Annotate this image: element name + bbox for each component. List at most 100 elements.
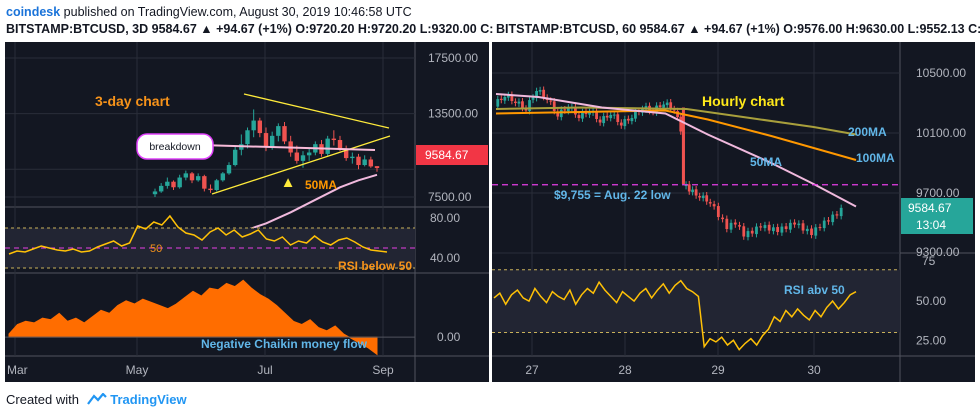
candle-body bbox=[588, 112, 591, 115]
time-tick-label: 30 bbox=[807, 363, 821, 377]
candle-body bbox=[691, 189, 694, 193]
rsi-line bbox=[8, 214, 388, 255]
candle-body bbox=[566, 107, 570, 112]
tradingview-brand[interactable]: TradingView bbox=[110, 392, 187, 407]
ma-line-50ma bbox=[495, 93, 857, 208]
last-price-tag bbox=[901, 198, 973, 234]
candle-body bbox=[801, 223, 805, 231]
candle-body bbox=[705, 195, 709, 202]
candle-body bbox=[810, 228, 813, 235]
published-text: published on TradingView.com, August 30,… bbox=[63, 5, 412, 19]
candle-body bbox=[177, 177, 182, 188]
last-price-label: 9584.67 bbox=[908, 201, 952, 215]
candle-body bbox=[619, 122, 623, 126]
time-tick-label: 27 bbox=[525, 363, 539, 377]
candle-body bbox=[605, 115, 609, 118]
candle-body bbox=[362, 159, 367, 166]
candle-body bbox=[839, 207, 843, 217]
candle-body bbox=[251, 120, 256, 131]
price-axis-background bbox=[415, 42, 489, 382]
candle-body bbox=[797, 223, 801, 226]
support-label: $9,755 = Aug. 22 low bbox=[554, 188, 671, 202]
candle-body bbox=[776, 227, 780, 232]
candle-body bbox=[793, 222, 796, 225]
candle-body bbox=[331, 138, 337, 141]
candle-body bbox=[276, 126, 281, 136]
candle-body bbox=[595, 111, 598, 119]
rsi-tick-label: 40.00 bbox=[430, 251, 460, 265]
ma-line-100ma bbox=[495, 109, 857, 161]
candle-body bbox=[780, 226, 784, 233]
candle-body bbox=[503, 97, 507, 101]
candle-body bbox=[343, 149, 349, 159]
candle-body bbox=[616, 114, 620, 122]
author-name[interactable]: coindesk bbox=[6, 5, 61, 19]
candle-body bbox=[337, 140, 343, 150]
rsi-tick-label: 50.00 bbox=[916, 294, 946, 308]
candle-body bbox=[165, 181, 170, 186]
candle-body bbox=[630, 118, 634, 122]
candle-body bbox=[306, 152, 312, 156]
ma-50-label: 50MA bbox=[750, 155, 782, 169]
candle-body bbox=[805, 228, 809, 232]
rsi-note: RSI abv 50 bbox=[784, 283, 845, 297]
time-tick-label: Jul bbox=[257, 363, 272, 377]
candle-body bbox=[634, 111, 637, 119]
last-price-tag bbox=[416, 145, 488, 165]
candle-body bbox=[746, 231, 750, 238]
price-tick-label: 9300.00 bbox=[916, 245, 960, 259]
footer: Created with TradingView bbox=[6, 390, 187, 410]
candle-body bbox=[528, 100, 531, 112]
candle-body-drop bbox=[681, 107, 685, 184]
candle-body bbox=[263, 133, 269, 147]
candle-body bbox=[733, 222, 737, 225]
symbol-header: BITSTAMP:BTCUSD, 3D 9584.67 ▲ +94.67 (+1… bbox=[0, 21, 980, 38]
chart-title: Hourly chart bbox=[702, 93, 785, 109]
candle-body bbox=[517, 101, 521, 104]
price-tick-label: 10500.00 bbox=[916, 66, 966, 80]
candle-body bbox=[535, 91, 538, 99]
candle-body bbox=[538, 90, 542, 92]
candle-body bbox=[831, 214, 835, 223]
candle-body bbox=[822, 220, 826, 229]
tradingview-logo-icon[interactable] bbox=[86, 392, 111, 407]
candle-body bbox=[609, 115, 613, 119]
candle-body bbox=[679, 116, 683, 132]
rsi-tick-label: 80.00 bbox=[430, 211, 460, 225]
candle-body bbox=[214, 180, 219, 191]
breakdown-label: breakdown bbox=[149, 141, 201, 153]
price-tick-label: 17500.00 bbox=[428, 51, 478, 65]
candle-body bbox=[694, 189, 698, 196]
left-symbol: BITSTAMP:BTCUSD, 3D bbox=[6, 22, 149, 36]
candle-body bbox=[189, 173, 195, 181]
candle-body bbox=[524, 108, 528, 111]
chart-title: 3-day chart bbox=[95, 93, 170, 109]
candle-body bbox=[698, 196, 702, 198]
breakdown-callout bbox=[136, 133, 214, 160]
ma-50-label: 50MA bbox=[305, 178, 337, 192]
candle-body bbox=[738, 225, 741, 227]
candle-body bbox=[772, 227, 775, 232]
ma-50-line bbox=[240, 173, 378, 233]
candle-body bbox=[623, 119, 627, 127]
three-day-chart[interactable]: breakdown ▲ 50MA 3-day chart 17500.00 13500.0… bbox=[5, 42, 489, 382]
bar-countdown-label: 13:04 bbox=[916, 218, 946, 232]
candle-body bbox=[827, 220, 830, 222]
candle-body bbox=[195, 176, 201, 181]
right-symbol: BITSTAMP:BTCUSD, 60 bbox=[496, 22, 637, 36]
time-tick-label: Mar bbox=[7, 363, 28, 377]
candle-body bbox=[368, 159, 374, 167]
candle-body bbox=[767, 224, 771, 231]
hourly-chart[interactable]: 200MA 100MA 50MA $9,755 = Aug. 22 low Hourly… bbox=[492, 42, 975, 382]
rsi-tick-label: 25.00 bbox=[916, 333, 946, 347]
last-price-label: 9584.67 bbox=[425, 148, 469, 162]
left-quote: 9584.67 ▲ +94.67 (+1%) O:9720.20 H:9720.… bbox=[151, 22, 494, 36]
cmf-tick-label: 0.00 bbox=[437, 330, 461, 344]
breakout-arrow-icon: ▲ bbox=[281, 174, 296, 191]
candle-body bbox=[514, 101, 517, 103]
candle-body bbox=[721, 217, 724, 220]
rsi-midline-label: 50 bbox=[150, 243, 162, 255]
candle-body bbox=[669, 102, 673, 109]
right-quote: 9584.67 ▲ +94.67 (+1%) O:9576.00 H:9630.… bbox=[639, 22, 980, 36]
candle-body bbox=[577, 115, 581, 118]
